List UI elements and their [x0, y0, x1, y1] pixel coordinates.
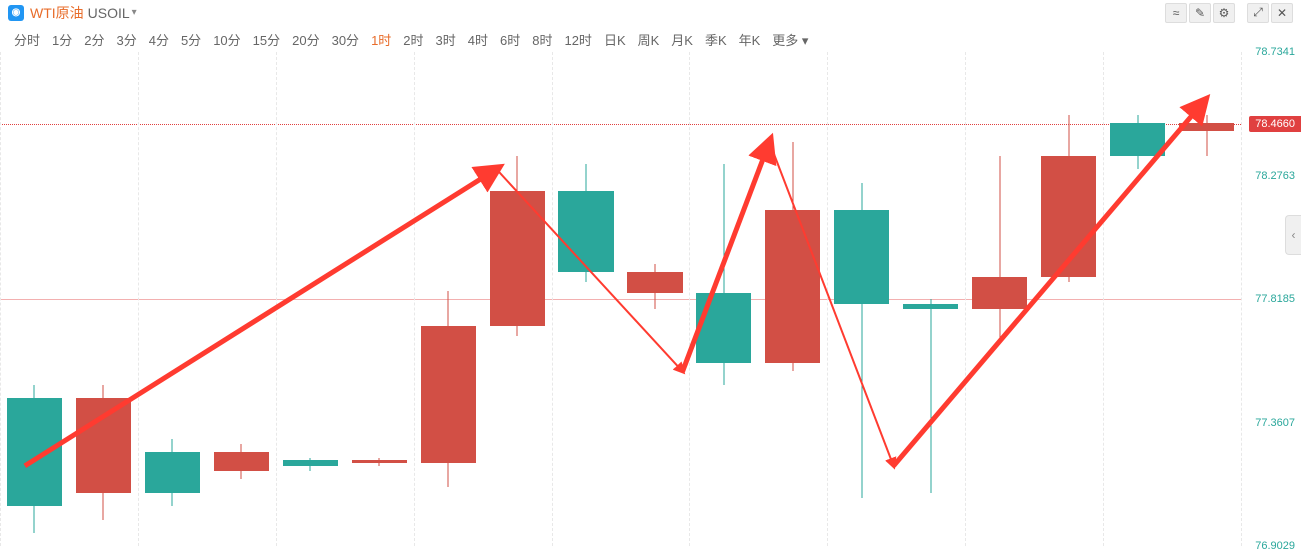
logo-icon: ◉ — [8, 5, 24, 21]
timeframe-bar: 分时1分2分3分4分5分10分15分20分30分1时2时3时4时6时8时12时日… — [0, 26, 1301, 52]
timeframe-8时[interactable]: 8时 — [526, 28, 558, 51]
candle[interactable] — [138, 52, 207, 546]
price-tag: 78.4660 — [1249, 116, 1301, 132]
candle-body — [421, 326, 476, 464]
draw-icon[interactable]: ✎ — [1189, 3, 1211, 23]
candle-body — [352, 460, 407, 463]
timeframe-日K[interactable]: 日K — [598, 28, 632, 51]
candle[interactable] — [207, 52, 276, 546]
candle-body — [903, 304, 958, 309]
header-tools: ≈✎⚙ ⤢✕ — [1165, 3, 1293, 23]
timeframe-分时[interactable]: 分时 — [8, 28, 46, 51]
timeframe-4时[interactable]: 4时 — [462, 28, 494, 51]
candle-body — [283, 460, 338, 465]
timeframe-5分[interactable]: 5分 — [175, 28, 207, 51]
timeframe-周K[interactable]: 周K — [632, 28, 666, 51]
timeframe-年K[interactable]: 年K — [733, 28, 767, 51]
timeframe-4分[interactable]: 4分 — [143, 28, 175, 51]
symbol-sub[interactable]: USOIL — [88, 5, 130, 21]
chart-area[interactable] — [0, 52, 1241, 546]
candle-body — [1179, 123, 1234, 131]
symbol-main[interactable]: WTI原油 — [30, 3, 84, 23]
candle[interactable] — [552, 52, 621, 546]
close-icon[interactable]: ✕ — [1271, 3, 1293, 23]
y-tick-label: 76.9029 — [1255, 540, 1295, 552]
y-tick-label: 77.3607 — [1255, 417, 1295, 429]
candle-wick — [930, 299, 931, 493]
candle[interactable] — [896, 52, 965, 546]
y-tick-label: 78.2763 — [1255, 170, 1295, 182]
candle[interactable] — [1172, 52, 1241, 546]
candle[interactable] — [414, 52, 483, 546]
candle[interactable] — [69, 52, 138, 546]
candle-body — [1041, 156, 1096, 277]
timeframe-12时[interactable]: 12时 — [558, 28, 597, 51]
y-axis: 78.734178.276377.818577.360776.902978.46… — [1241, 52, 1301, 546]
candle-body — [214, 452, 269, 471]
candle-wick — [1206, 115, 1207, 155]
candle[interactable] — [758, 52, 827, 546]
candle-body — [76, 398, 131, 492]
candle-body — [834, 210, 889, 304]
timeframe-6时[interactable]: 6时 — [494, 28, 526, 51]
candle-body — [765, 210, 820, 364]
timeframe-10分[interactable]: 10分 — [207, 28, 246, 51]
y-tick-label: 78.7341 — [1255, 46, 1295, 58]
timeframe-1分[interactable]: 1分 — [46, 28, 78, 51]
candle[interactable] — [0, 52, 69, 546]
timeframe-1时[interactable]: 1时 — [365, 28, 397, 51]
timeframe-3分[interactable]: 3分 — [110, 28, 142, 51]
candle[interactable] — [276, 52, 345, 546]
y-tick-label: 77.8185 — [1255, 293, 1295, 305]
settings-icon[interactable]: ⚙ — [1213, 3, 1235, 23]
candle-wick — [999, 156, 1000, 345]
candle[interactable] — [689, 52, 758, 546]
candle[interactable] — [1034, 52, 1103, 546]
candle-body — [7, 398, 62, 506]
timeframe-30分[interactable]: 30分 — [326, 28, 365, 51]
chart-header: ◉ WTI原油 USOIL ▾ ≈✎⚙ ⤢✕ — [0, 0, 1301, 26]
side-panel-toggle[interactable]: ‹ — [1285, 215, 1301, 255]
timeframe-2时[interactable]: 2时 — [397, 28, 429, 51]
candle[interactable] — [965, 52, 1034, 546]
candle-body — [627, 272, 682, 294]
timeframe-月K[interactable]: 月K — [665, 28, 699, 51]
indicator-icon[interactable]: ≈ — [1165, 3, 1187, 23]
candle-body — [972, 277, 1027, 309]
candle-body — [145, 452, 200, 492]
timeframe-more[interactable]: 更多 ▾ — [766, 28, 814, 51]
timeframe-2分[interactable]: 2分 — [78, 28, 110, 51]
candle-body — [558, 191, 613, 272]
timeframe-15分[interactable]: 15分 — [247, 28, 286, 51]
candle[interactable] — [621, 52, 690, 546]
fullscreen-icon[interactable]: ⤢ — [1247, 3, 1269, 23]
candle-body — [696, 293, 751, 363]
candle-body — [1110, 123, 1165, 155]
candle[interactable] — [483, 52, 552, 546]
candle[interactable] — [345, 52, 414, 546]
candle-body — [490, 191, 545, 326]
timeframe-3时[interactable]: 3时 — [430, 28, 462, 51]
timeframe-20分[interactable]: 20分 — [286, 28, 325, 51]
timeframe-季K[interactable]: 季K — [699, 28, 733, 51]
symbol-dropdown-icon[interactable]: ▾ — [132, 7, 137, 18]
candle[interactable] — [827, 52, 896, 546]
candle[interactable] — [1103, 52, 1172, 546]
